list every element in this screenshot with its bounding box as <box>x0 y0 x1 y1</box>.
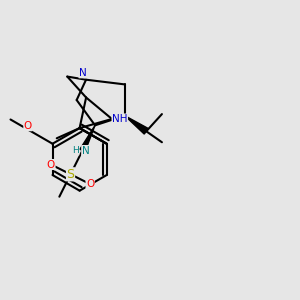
Text: NH: NH <box>112 114 128 124</box>
Text: N: N <box>82 146 89 155</box>
Text: S: S <box>67 168 74 181</box>
Text: H: H <box>72 146 79 155</box>
Polygon shape <box>125 116 148 134</box>
Polygon shape <box>80 125 95 152</box>
Text: O: O <box>24 121 32 131</box>
Text: O: O <box>86 179 94 189</box>
Text: N: N <box>79 68 87 78</box>
Text: O: O <box>47 160 55 170</box>
